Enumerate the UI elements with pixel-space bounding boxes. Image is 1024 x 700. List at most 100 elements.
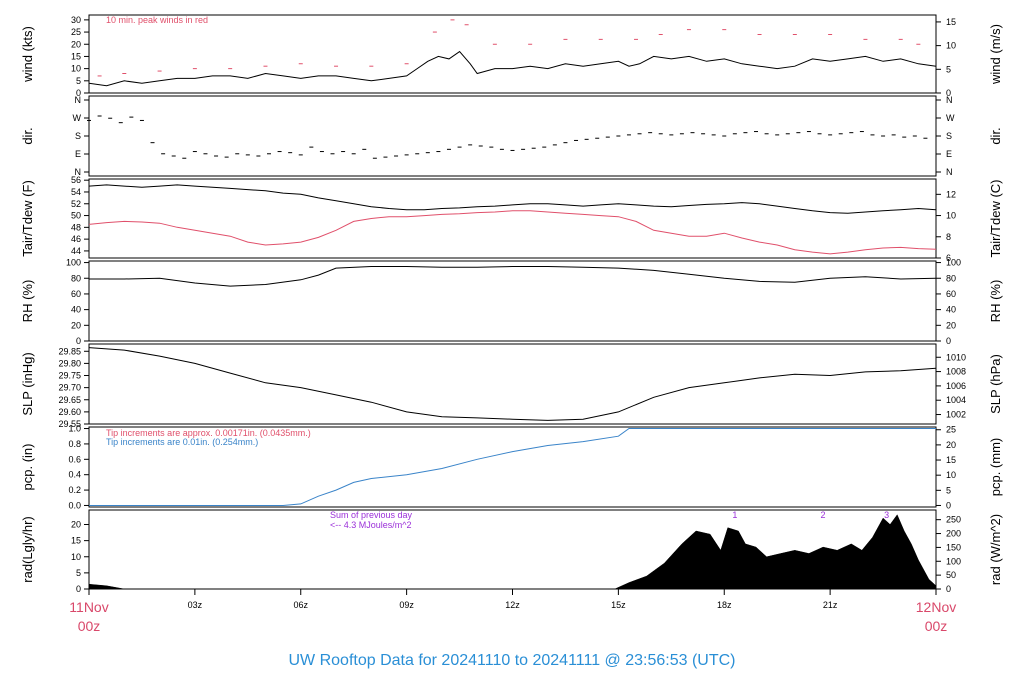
rad-sum-value: <-- 4.3 MJoules/m^2 — [330, 520, 412, 530]
right-tick-label: 20 — [946, 320, 956, 330]
x-tick-label: 15z — [611, 600, 626, 610]
left-tick-label: 20 — [71, 39, 81, 49]
right-axis-label: rad (W/m^2) — [988, 514, 1003, 585]
left-tick-label: 0.4 — [68, 470, 81, 480]
left-tick-label: 40 — [71, 305, 81, 315]
left-tick-label: E — [75, 149, 81, 159]
left-tick-label: 30 — [71, 15, 81, 25]
left-tick-label: N — [75, 167, 82, 177]
left-axis-label: RH (%) — [20, 280, 35, 323]
left-tick-label: 44 — [71, 246, 81, 256]
right-axis-label: wind (m/s) — [988, 24, 1003, 85]
left-tick-label: 29.65 — [58, 395, 81, 405]
left-tick-label: 29.70 — [58, 383, 81, 393]
left-axis-label: rad(Lgly/hr) — [20, 516, 35, 582]
right-tick-label: 100 — [946, 258, 961, 268]
left-tick-label: 48 — [71, 222, 81, 232]
right-tick-label: 80 — [946, 273, 956, 283]
panel-frame — [88, 260, 937, 342]
panel-frame — [88, 14, 937, 94]
left-tick-label: 0.8 — [68, 439, 81, 449]
panel-frame — [88, 95, 937, 177]
series-RH — [89, 266, 937, 287]
right-tick-label: 6 — [946, 253, 951, 263]
x-start-label-bottom: 00z — [78, 618, 101, 634]
right-tick-label: 0 — [946, 584, 951, 594]
left-tick-label: 29.75 — [58, 371, 81, 381]
left-tick-label: 1.0 — [68, 424, 81, 434]
left-tick-label: 29.60 — [58, 407, 81, 417]
right-tick-label: 12 — [946, 189, 956, 199]
right-tick-label: 40 — [946, 305, 956, 315]
left-tick-label: 29.55 — [58, 419, 81, 429]
left-tick-label: 15 — [71, 51, 81, 61]
rad-marker: 1 — [732, 510, 737, 520]
left-tick-label: 29.80 — [58, 358, 81, 368]
series-Tair — [88, 184, 937, 214]
left-tick-label: 56 — [71, 175, 81, 185]
right-tick-label: E — [946, 149, 952, 159]
x-end-label-top: 12Nov — [916, 599, 956, 615]
right-tick-label: 0 — [946, 88, 951, 98]
panel-frame — [88, 426, 937, 508]
right-tick-label: 5 — [946, 485, 951, 495]
panel-pcp: 0.0 0.2 0.4 0.6 0.8 1.0 0 5 10 15 20 25 pcp. (in) pcp… — [20, 424, 1003, 511]
x-tick-label: 03z — [188, 600, 203, 610]
right-tick-label: N — [946, 167, 953, 177]
right-tick-label: 8 — [946, 232, 951, 242]
left-axis-label: wind (kts) — [20, 26, 35, 83]
tip-increment-note-red: Tip increments are approx. 0.00171in. (0… — [106, 428, 311, 438]
right-tick-label: 25 — [946, 425, 956, 435]
left-tick-label: 29.85 — [58, 346, 81, 356]
right-tick-label: 60 — [946, 289, 956, 299]
right-axis-label: dir. — [988, 127, 1003, 144]
right-tick-label: 150 — [946, 542, 961, 552]
left-tick-label: 5 — [76, 76, 81, 86]
right-tick-label: 5 — [946, 64, 951, 74]
rad-marker: 3 — [884, 510, 889, 520]
left-tick-label: 20 — [71, 520, 81, 530]
left-tick-label: 52 — [71, 199, 81, 209]
panel-frame — [88, 178, 937, 259]
left-tick-label: 0.0 — [68, 500, 81, 510]
panel-wind: 0 5 10 15 20 25 30 0 5 10 15 wind (kts) wind (m/s) 10… — [20, 14, 1003, 98]
left-tick-label: 25 — [71, 27, 81, 37]
left-tick-label: S — [75, 131, 81, 141]
panel-rh: 0 20 40 60 80 100 0 20 40 60 80 100 RH (%) RH (%) — [20, 258, 1003, 346]
x-end-label-bottom: 00z — [925, 618, 948, 634]
x-tick-label: 09z — [399, 600, 414, 610]
right-tick-label: 1004 — [946, 395, 966, 405]
left-axis-label: Tair/Tdew (F) — [20, 180, 35, 257]
right-tick-label: 1006 — [946, 381, 966, 391]
left-tick-label: 54 — [71, 187, 81, 197]
panel-slp: 29.55 29.60 29.65 29.70 29.75 29.80 29.85 1002 1… — [20, 343, 1003, 429]
right-tick-label: 15 — [946, 17, 956, 27]
right-tick-label: 0 — [946, 336, 951, 346]
right-axis-label: Tair/Tdew (C) — [988, 179, 1003, 257]
right-axis-label: RH (%) — [988, 280, 1003, 323]
right-tick-label: 10 — [946, 470, 956, 480]
left-tick-label: N — [75, 95, 82, 105]
right-tick-label: 50 — [946, 570, 956, 580]
left-tick-label: 0 — [76, 88, 81, 98]
series-pcp — [89, 428, 936, 506]
left-tick-label: 10 — [71, 64, 81, 74]
right-tick-label: 100 — [946, 556, 961, 566]
right-tick-label: 1002 — [946, 410, 966, 420]
x-tick-label: 06z — [293, 600, 308, 610]
right-axis-label: SLP (hPa) — [988, 354, 1003, 414]
right-tick-label: 10 — [946, 211, 956, 221]
right-tick-label: 250 — [946, 515, 961, 525]
right-tick-label: 10 — [946, 41, 956, 51]
rad-marker: 2 — [821, 510, 826, 520]
right-axis-label: pcp. (mm) — [988, 438, 1003, 497]
x-tick-label: 18z — [717, 600, 732, 610]
left-tick-label: 50 — [71, 211, 81, 221]
left-tick-label: 0 — [76, 336, 81, 346]
left-tick-label: 15 — [71, 536, 81, 546]
rad-sum-note: Sum of previous day — [330, 510, 413, 520]
right-tick-label: 1008 — [946, 367, 966, 377]
